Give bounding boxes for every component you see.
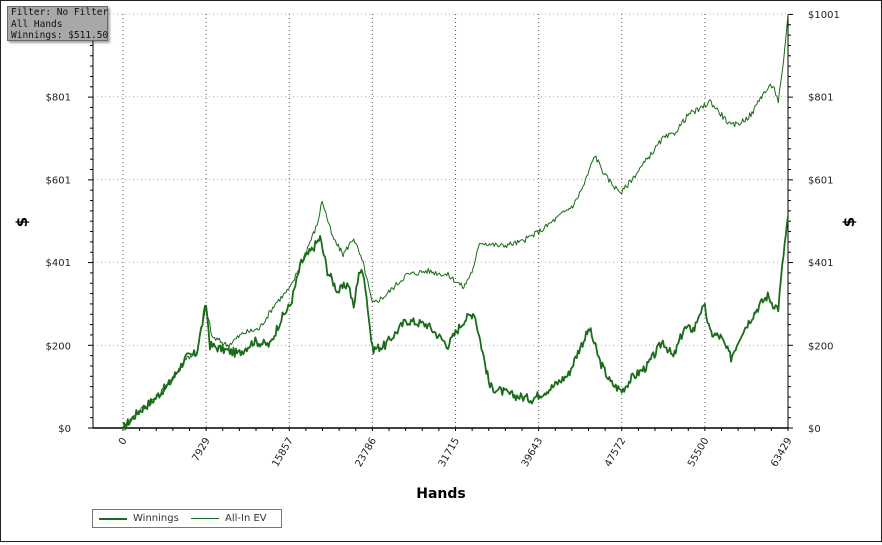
- x-tick-label: 7929: [190, 436, 212, 464]
- filter-info-box: Filter: No Filter All Hands Winnings: $5…: [7, 6, 108, 41]
- x-tick-label: 31715: [437, 436, 462, 469]
- y-tick-label-left: $601: [46, 175, 71, 186]
- x-tick-label: 39643: [520, 436, 545, 469]
- y-tick-label-right: $601: [808, 175, 833, 186]
- x-tick-label: 15857: [270, 436, 295, 469]
- hands-label: All Hands: [11, 18, 63, 30]
- legend-label-winnings: Winnings: [133, 513, 179, 524]
- x-tick-label: 23786: [354, 436, 379, 469]
- series-layer: [122, 13, 789, 431]
- y-tick-label-left: $200: [46, 341, 71, 352]
- series-line-winnings: [122, 216, 789, 431]
- x-tick-label: 55500: [686, 436, 711, 469]
- grid-layer: [93, 13, 789, 428]
- x-tick-label: 47572: [603, 436, 628, 469]
- y-tick-label-right: $1001: [808, 10, 840, 21]
- axis-layer: $0 $200 $401 $601 $801 $0 $200 $401 $601 $801 $100…: [46, 10, 840, 469]
- legend-label-allin-ev: All-In EV: [225, 513, 267, 524]
- y-axis-title-right: $: [840, 217, 858, 227]
- y-tick-label-right: $200: [808, 341, 833, 352]
- legend-item-winnings: Winnings: [99, 510, 179, 527]
- y-tick-label-right: $0: [808, 424, 821, 435]
- y-tick-label-left: $0: [58, 424, 71, 435]
- x-tick-label: 0: [117, 436, 130, 447]
- legend-swatch-winnings: [99, 517, 127, 520]
- series-line-allin-ev: [122, 13, 789, 431]
- filter-label: Filter: No Filter: [11, 7, 109, 18]
- y-tick-label-left: $801: [46, 93, 71, 104]
- y-tick-label-right: $801: [808, 93, 833, 104]
- y-axis-title-left: $: [13, 217, 31, 227]
- chart-legend: Winnings All-In EV: [92, 509, 282, 528]
- x-tick-label: 63429: [769, 436, 794, 469]
- x-axis-title: Hands: [416, 486, 466, 502]
- legend-item-allin-ev: All-In EV: [191, 510, 267, 527]
- y-tick-label-left: $401: [46, 258, 71, 269]
- legend-swatch-allin-ev: [191, 518, 219, 519]
- y-tick-label-right: $401: [808, 258, 833, 269]
- winnings-label: Winnings: $511.50: [11, 30, 109, 41]
